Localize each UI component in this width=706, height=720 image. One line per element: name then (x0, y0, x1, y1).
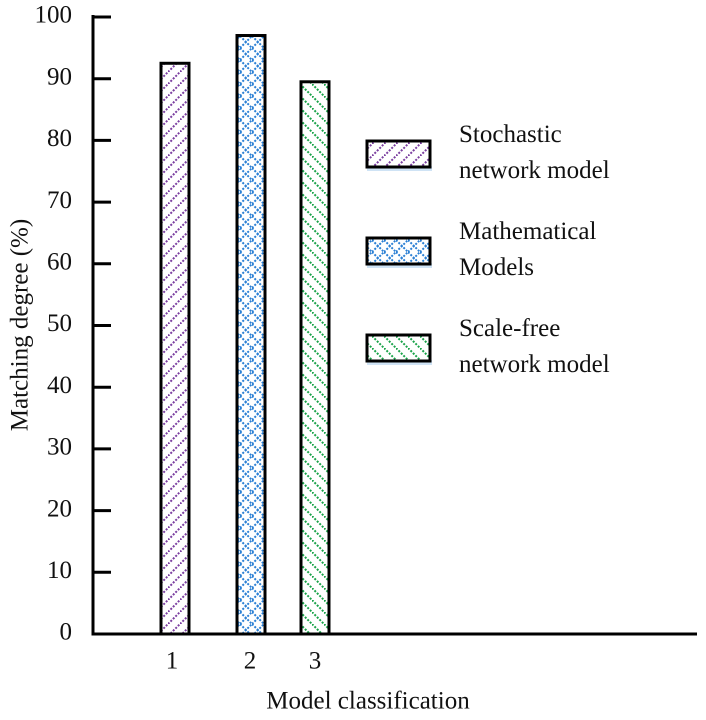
y-tick-label: 40 (47, 372, 72, 399)
y-tick-label: 20 (47, 495, 72, 522)
y-tick-label: 50 (47, 310, 72, 337)
legend-label: Stochastic network model (459, 121, 610, 184)
bar (299, 80, 331, 636)
legend-swatch (365, 236, 432, 266)
bar (235, 34, 267, 636)
x-tick-label: 3 (309, 648, 322, 675)
x-tick-label: 2 (244, 648, 257, 675)
y-tick-label: 60 (47, 249, 72, 276)
x-axis-label: Model classification (266, 688, 470, 715)
legend-label: Mathematical Models (459, 218, 596, 281)
y-axis-label: Matching degree (%) (7, 219, 34, 431)
y-tick-label: 100 (35, 2, 73, 29)
legend-swatch (365, 139, 432, 169)
y-tick-label: 0 (60, 619, 73, 646)
y-tick-label: 70 (47, 187, 72, 214)
legend-label: Scale-free network model (459, 315, 610, 378)
y-tick-label: 30 (47, 434, 72, 461)
legend-swatch (365, 333, 432, 363)
y-tick-label: 90 (47, 63, 72, 90)
y-tick-label: 80 (47, 125, 72, 152)
x-tick-label: 1 (166, 648, 179, 675)
bar (159, 61, 191, 636)
y-tick-label: 10 (47, 557, 72, 584)
